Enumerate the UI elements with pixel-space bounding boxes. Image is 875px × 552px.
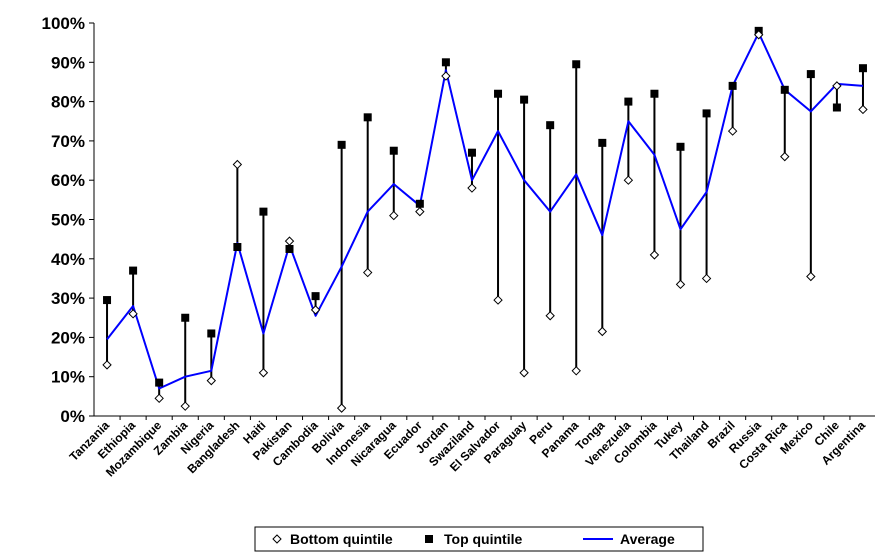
- bottom-quintile-marker: [519, 368, 529, 378]
- top-quintile-marker: [285, 244, 294, 253]
- data-markers: [102, 26, 868, 413]
- bottom-quintile-marker: [727, 126, 738, 136]
- top-quintile-marker: [259, 207, 268, 216]
- top-quintile-marker: [598, 138, 607, 147]
- top-quintile-marker: [520, 95, 529, 104]
- top-quintile-marker: [467, 148, 476, 157]
- top-quintile-marker: [806, 70, 815, 79]
- top-quintile-marker: [728, 81, 737, 90]
- top-quintile-marker: [780, 85, 789, 94]
- bottom-quintile-marker: [180, 401, 190, 411]
- legend: Bottom quintile Top quintile Average: [254, 526, 704, 552]
- top-quintile-marker: [129, 266, 138, 275]
- bottom-quintile-marker: [675, 279, 686, 290]
- top-quintile-marker: [155, 378, 164, 387]
- bottom-quintile-marker: [780, 151, 790, 162]
- top-quintile-marker: [572, 60, 581, 69]
- bottom-quintile-marker: [493, 295, 503, 305]
- average-series-line: [106, 31, 864, 390]
- bottom-quintile-marker: [597, 326, 608, 337]
- top-quintile-marker: [624, 97, 633, 106]
- y-tick-label: 20%: [51, 328, 85, 347]
- bottom-quintile-marker: [571, 366, 581, 376]
- bottom-quintile-marker: [623, 175, 634, 185]
- top-quintile-marker: [858, 64, 867, 73]
- y-axis-ticks: 0% 10% 20% 30% 40% 50% 60% 70% 80% 90% 100%: [42, 14, 94, 426]
- top-quintile-marker: [494, 89, 503, 98]
- range-bars: [106, 30, 864, 409]
- top-quintile-marker: [546, 121, 555, 130]
- y-tick-label: 80%: [51, 93, 85, 112]
- bottom-quintile-marker: [128, 309, 138, 319]
- top-quintile-marker: [311, 292, 320, 301]
- top-quintile-marker: [650, 89, 659, 98]
- bottom-quintile-marker: [284, 236, 295, 246]
- legend-square-icon: [425, 535, 433, 543]
- legend-box: [254, 526, 704, 552]
- top-quintile-marker: [233, 243, 242, 252]
- bottom-quintile-marker: [701, 273, 712, 284]
- y-tick-label: 30%: [51, 289, 85, 308]
- bottom-quintile-marker: [258, 368, 269, 378]
- bottom-quintile-marker: [154, 393, 164, 404]
- y-tick-label: 70%: [51, 132, 85, 151]
- bottom-quintile-marker: [467, 183, 477, 193]
- top-quintile-marker: [702, 109, 711, 118]
- bottom-quintile-marker: [232, 159, 243, 170]
- y-tick-label: 0%: [60, 407, 85, 426]
- top-quintile-marker: [363, 113, 372, 122]
- legend-label-bottom: Bottom quintile: [290, 531, 393, 547]
- legend-diamond-icon: [272, 534, 282, 544]
- y-tick-label: 40%: [51, 250, 85, 269]
- bottom-quintile-marker: [102, 360, 112, 370]
- y-tick-label: 50%: [51, 211, 85, 230]
- top-quintile-marker: [441, 58, 450, 67]
- bottom-quintile-marker: [206, 375, 217, 386]
- top-quintile-marker: [103, 296, 112, 305]
- bottom-quintile-marker: [858, 104, 868, 115]
- bottom-quintile-marker: [832, 81, 842, 91]
- bottom-quintile-marker: [441, 71, 451, 81]
- bottom-quintile-marker: [336, 403, 347, 413]
- bottom-quintile-marker: [806, 271, 816, 282]
- bottom-quintile-marker: [310, 305, 321, 315]
- top-quintile-marker: [676, 142, 685, 151]
- legend-label-average: Average: [620, 531, 675, 547]
- y-tick-label: 90%: [51, 53, 85, 72]
- bottom-quintile-marker: [362, 267, 373, 278]
- bottom-quintile-marker: [753, 30, 764, 40]
- y-tick-label: 60%: [51, 171, 85, 190]
- top-quintile-marker: [415, 199, 424, 208]
- bottom-quintile-marker: [389, 210, 399, 221]
- top-quintile-marker: [389, 146, 398, 155]
- top-quintile-marker: [337, 140, 346, 149]
- top-quintile-marker: [207, 329, 216, 338]
- x-axis-labels: TanzaniaEthiopiaMozambiqueZambiaNigeriaB…: [67, 416, 868, 480]
- bottom-quintile-marker: [649, 250, 660, 260]
- bottom-quintile-marker: [415, 206, 425, 217]
- y-tick-label: 10%: [51, 368, 85, 387]
- top-quintile-marker: [181, 313, 190, 322]
- bottom-quintile-marker: [545, 311, 555, 321]
- y-tick-label: 100%: [42, 14, 85, 33]
- top-quintile-marker: [832, 103, 841, 112]
- legend-label-top: Top quintile: [444, 531, 522, 547]
- average-line: [106, 31, 864, 390]
